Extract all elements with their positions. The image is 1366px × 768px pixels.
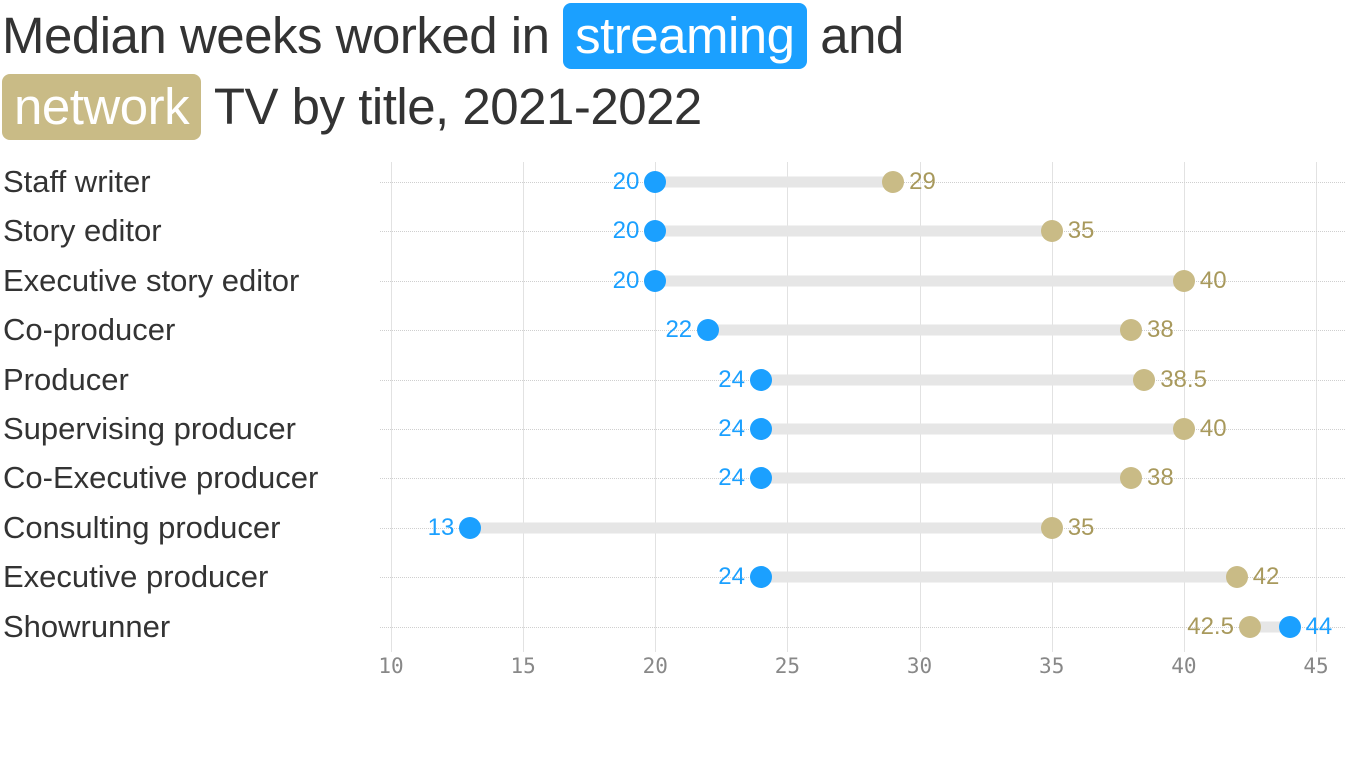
network-value-label: 35 xyxy=(1067,217,1095,245)
streaming-dot xyxy=(644,220,667,243)
row-label: Staff writer xyxy=(3,164,151,199)
row-label: Consulting producer xyxy=(3,509,281,545)
streaming-dot xyxy=(459,516,482,539)
network-value-label: 38.5 xyxy=(1160,365,1207,393)
x-tick-label: 15 xyxy=(510,654,536,678)
range-bar xyxy=(655,275,1184,287)
network-dot xyxy=(882,171,905,193)
streaming-dot xyxy=(644,269,667,292)
network-value-label: 42.5 xyxy=(1187,612,1234,640)
streaming-dot xyxy=(644,171,667,193)
row-label: Executive producer xyxy=(3,559,269,595)
network-dot xyxy=(1172,418,1195,440)
range-bar xyxy=(655,225,1052,237)
network-dot xyxy=(1040,516,1063,539)
x-gridline xyxy=(655,162,657,652)
x-gridline xyxy=(787,162,789,652)
title-text: Median weeks worked in xyxy=(2,7,564,64)
title-line-1: Median weeks worked in streaming and xyxy=(2,0,904,71)
streaming-dot xyxy=(750,467,772,490)
streaming-value-label: 24 xyxy=(718,563,745,591)
streaming-value-label: 24 xyxy=(718,464,745,492)
streaming-dot xyxy=(697,319,720,342)
streaming-value-label: 24 xyxy=(718,415,745,442)
x-gridline xyxy=(1183,162,1185,652)
x-gridline xyxy=(1316,162,1317,652)
network-dot xyxy=(1133,368,1156,391)
title-line-2: network TV by title, 2021-2022 xyxy=(2,71,904,142)
streaming-value-label: 44 xyxy=(1305,612,1333,640)
x-gridline xyxy=(1051,162,1053,652)
x-gridline xyxy=(391,162,392,652)
streaming-value-label: 20 xyxy=(612,168,640,195)
x-tick-label: 40 xyxy=(1171,654,1197,678)
network-dot xyxy=(1238,615,1261,638)
network-value-label: 38 xyxy=(1147,316,1174,344)
x-tick-label: 20 xyxy=(642,654,668,678)
range-bar xyxy=(761,374,1145,386)
row-label: Co-Executive producer xyxy=(3,460,319,496)
range-bar xyxy=(470,522,1052,534)
streaming-dot xyxy=(750,418,772,440)
range-bar xyxy=(761,472,1131,484)
title-text: TV by title, 2021-2022 xyxy=(201,78,702,135)
network-value-label: 40 xyxy=(1199,415,1227,442)
streaming-value-label: 22 xyxy=(665,316,693,344)
x-tick-label: 25 xyxy=(774,654,801,678)
x-tick-label: 30 xyxy=(906,654,933,678)
streaming-value-label: 13 xyxy=(427,513,455,541)
row-label: Supervising producer xyxy=(3,411,296,446)
network-dot xyxy=(1172,269,1195,292)
streaming-value-label: 20 xyxy=(612,217,640,245)
range-bar xyxy=(761,571,1237,583)
range-bar xyxy=(708,324,1131,336)
network-value-label: 38 xyxy=(1147,464,1174,492)
row-label: Story editor xyxy=(3,213,162,249)
x-tick-label: 35 xyxy=(1039,654,1065,678)
network-value-label: 35 xyxy=(1067,513,1095,541)
range-bar xyxy=(761,423,1184,435)
x-tick-label: 10 xyxy=(378,654,404,678)
title-text: and xyxy=(806,7,904,64)
network-value-label: 40 xyxy=(1199,266,1227,294)
row-label: Executive story editor xyxy=(3,262,300,298)
chart-title: Median weeks worked in streaming and net… xyxy=(2,0,904,142)
network-dot xyxy=(1120,467,1142,490)
network-dot xyxy=(1120,319,1142,342)
streaming-value-label: 20 xyxy=(612,266,640,294)
streaming-dot xyxy=(750,368,772,391)
streaming-dot xyxy=(750,566,772,589)
range-bar xyxy=(655,176,894,188)
network-dot xyxy=(1225,566,1248,589)
x-tick-label: 45 xyxy=(1303,654,1329,678)
network-legend-tag: network xyxy=(2,74,202,140)
row-label: Co-producer xyxy=(3,312,176,348)
row-label: Showrunner xyxy=(3,608,171,644)
row-label: Producer xyxy=(3,361,129,397)
network-value-label: 42 xyxy=(1252,563,1280,591)
streaming-dot xyxy=(1278,615,1301,638)
row-gridline xyxy=(380,626,1345,628)
streaming-legend-tag: streaming xyxy=(563,3,807,69)
x-gridline xyxy=(919,162,921,652)
network-value-label: 29 xyxy=(909,168,936,195)
x-gridline xyxy=(523,162,525,652)
range-bar xyxy=(1249,621,1290,633)
streaming-value-label: 24 xyxy=(718,365,745,393)
network-dot xyxy=(1040,220,1063,243)
